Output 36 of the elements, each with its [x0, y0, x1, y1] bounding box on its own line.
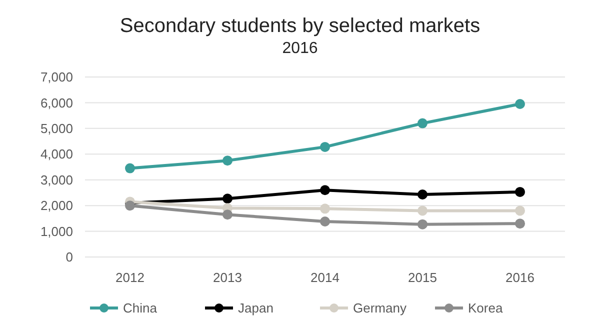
legend-label: Japan — [238, 300, 274, 316]
point — [515, 99, 525, 109]
y-tick-label: 1,000 — [40, 224, 73, 239]
y-tick-label: 4,000 — [40, 146, 73, 162]
point — [125, 163, 135, 174]
point — [418, 219, 428, 230]
legend-label: Korea — [468, 300, 504, 316]
y-tick-label: 5,000 — [40, 120, 73, 136]
point — [320, 204, 330, 214]
point — [222, 210, 232, 220]
point — [222, 156, 232, 166]
point — [418, 206, 428, 216]
x-tick-label: 2012 — [116, 270, 144, 285]
y-tick-label: 0 — [66, 250, 73, 265]
legend-label: China — [123, 300, 158, 316]
chart-subtitle: 2016 — [282, 40, 318, 57]
point — [125, 200, 135, 211]
x-tick-label: 2013 — [213, 270, 242, 285]
point — [418, 190, 428, 200]
x-tick-label: 2016 — [506, 270, 534, 285]
x-tick-label: 2014 — [310, 270, 340, 285]
point — [222, 194, 232, 204]
point — [320, 185, 330, 196]
point — [515, 206, 525, 216]
point — [320, 142, 330, 152]
point — [515, 186, 525, 197]
point — [320, 216, 330, 227]
point — [418, 118, 428, 128]
x-tick-label: 2015 — [408, 270, 437, 285]
y-tick-label: 3,000 — [40, 172, 73, 188]
y-tick-label: 2,000 — [40, 198, 73, 214]
chart-title: Secondary students by selected markets — [120, 15, 480, 37]
y-tick-label: 6,000 — [40, 95, 73, 110]
point — [515, 218, 525, 229]
y-tick-label: 7,000 — [40, 70, 73, 85]
legend-label: Germany — [353, 300, 407, 316]
